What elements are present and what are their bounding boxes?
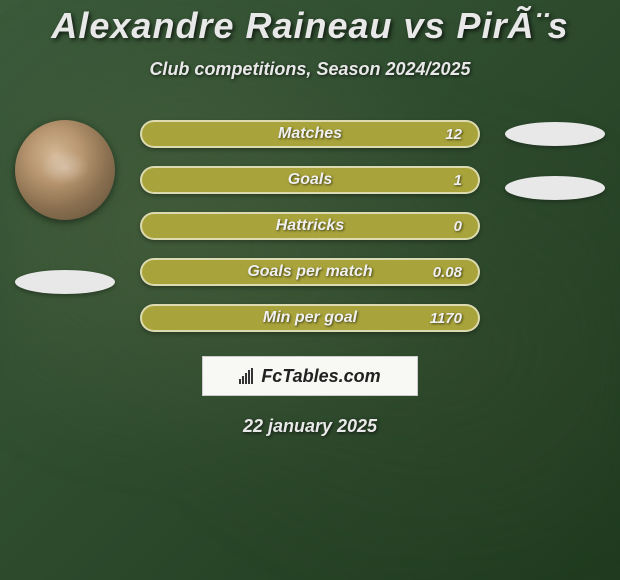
stat-bar-min-per-goal: Min per goal 1170 (140, 304, 480, 332)
stat-bar-hattricks: Hattricks 0 (140, 212, 480, 240)
stat-label: Min per goal (263, 309, 357, 327)
stat-value: 0 (454, 218, 462, 235)
stat-bar-goals-per-match: Goals per match 0.08 (140, 258, 480, 286)
stat-label: Hattricks (276, 217, 344, 235)
stat-label: Matches (278, 125, 342, 143)
logo-text: FcTables.com (261, 366, 380, 387)
stat-value: 12 (445, 126, 462, 143)
date-label: 22 january 2025 (243, 416, 377, 437)
player-avatar-left (15, 120, 115, 220)
right-column (500, 120, 610, 200)
content-container: Alexandre Raineau vs PirÃ¨s Club competi… (0, 0, 620, 580)
main-row: Matches 12 Goals 1 Hattricks 0 Goals per… (0, 120, 620, 332)
stat-value: 1 (454, 172, 462, 189)
branding-box[interactable]: FcTables.com (202, 356, 418, 396)
stat-bar-goals: Goals 1 (140, 166, 480, 194)
page-subtitle: Club competitions, Season 2024/2025 (149, 59, 470, 80)
page-title: Alexandre Raineau vs PirÃ¨s (51, 5, 568, 47)
stat-bar-matches: Matches 12 (140, 120, 480, 148)
stats-column: Matches 12 Goals 1 Hattricks 0 Goals per… (140, 120, 480, 332)
chart-icon (239, 368, 257, 384)
ellipse-right-1 (505, 122, 605, 146)
stat-value: 1170 (430, 310, 462, 327)
ellipse-right-2 (505, 176, 605, 200)
ellipse-left (15, 270, 115, 294)
left-column (10, 120, 120, 294)
stat-label: Goals (288, 171, 332, 189)
stat-label: Goals per match (247, 263, 372, 281)
stat-value: 0.08 (433, 264, 462, 281)
